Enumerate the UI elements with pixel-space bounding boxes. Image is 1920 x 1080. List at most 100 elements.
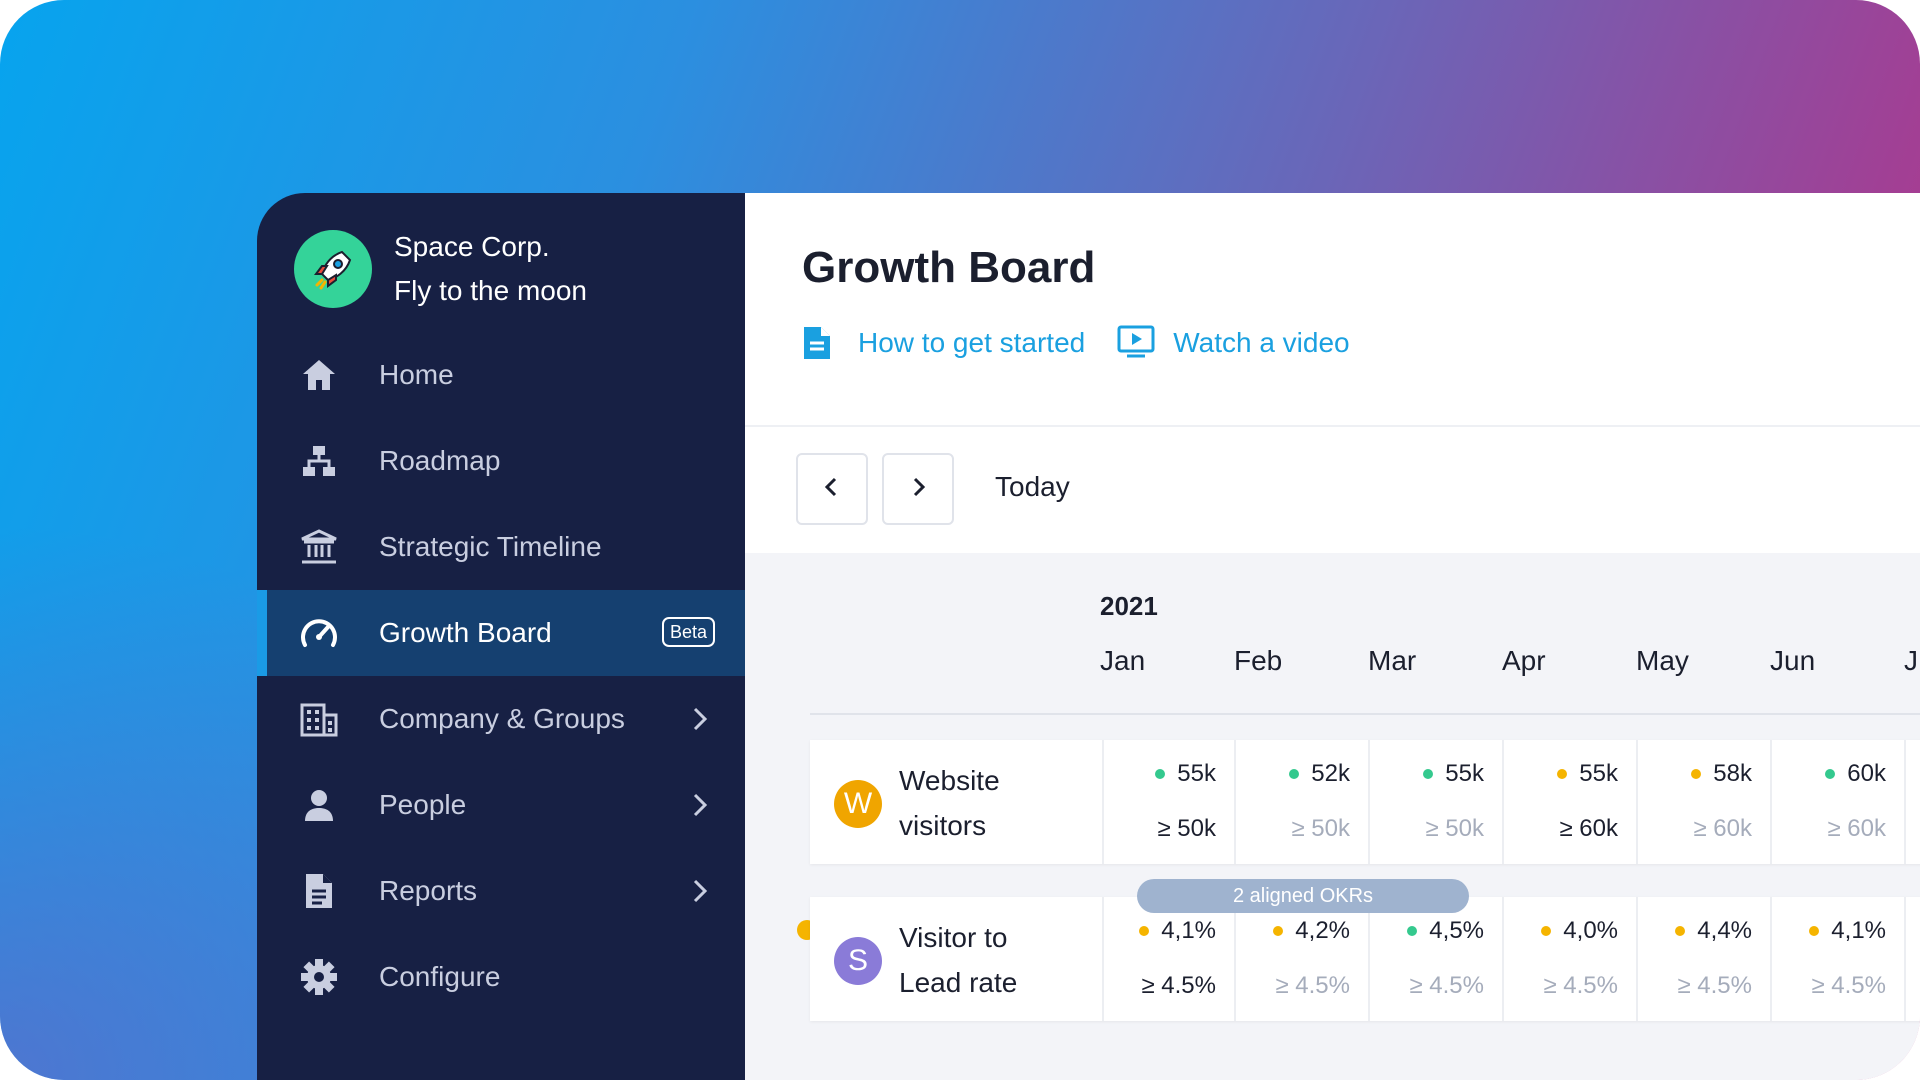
metric-label: Website visitors: [899, 765, 1000, 841]
previous-button[interactable]: [796, 453, 868, 525]
sidebar-item-company-groups[interactable]: Company & Groups: [257, 676, 745, 762]
status-dot: [1289, 769, 1300, 779]
status-dot: [1675, 926, 1686, 936]
metric-label: Visitor to Lead rate: [899, 922, 1018, 998]
company-name: Space Corp.: [394, 231, 550, 262]
company-tagline: Fly to the moon: [394, 275, 587, 306]
month-header: Jan Feb Mar Apr May Jun J: [1100, 645, 1920, 685]
metric-value: 4,2%: [1273, 917, 1350, 945]
metric-target: ≥ 4.5%: [1677, 972, 1752, 999]
sidebar-item-configure[interactable]: Configure: [257, 934, 745, 1020]
month-label: J: [1904, 645, 1918, 676]
sidebar-item-label: People: [379, 789, 467, 820]
sidebar-item-label: Growth Board: [379, 617, 552, 648]
growth-board-grid: 2021 Jan Feb Mar Apr May Jun J W W: [745, 553, 1920, 1080]
brand-header[interactable]: Space Corp. Fly to the moon: [257, 193, 745, 308]
status-dot: [1557, 769, 1568, 779]
metric-value: 55k: [1557, 760, 1618, 788]
sidebar-item-home[interactable]: Home: [257, 332, 745, 418]
sidebar: Space Corp. Fly to the moon Home Roadmap: [257, 193, 745, 1080]
header-divider: [810, 713, 1920, 715]
chevron-right-icon: [683, 788, 717, 822]
avatar: S: [834, 937, 882, 985]
building-icon: [299, 699, 339, 739]
sidebar-item-label: Reports: [379, 875, 478, 906]
page-header: Growth Board How to get started Watch a …: [745, 193, 1920, 427]
status-dot: [1691, 769, 1702, 779]
main-content: Growth Board How to get started Watch a …: [745, 193, 1920, 1080]
metric-value: 55k: [1423, 760, 1484, 788]
month-label: Jun: [1770, 645, 1816, 676]
video-icon: [1117, 325, 1155, 361]
speedometer-icon: [299, 613, 339, 653]
status-dot: [1273, 926, 1284, 936]
sidebar-item-strategic-timeline[interactable]: Strategic Timeline: [257, 504, 745, 590]
metric-cell[interactable]: 4,1% ≥ 4.5%: [1772, 897, 1906, 1021]
status-dot: [1423, 769, 1434, 779]
metric-cell[interactable]: 55k ≥ 50k: [1102, 740, 1236, 864]
watch-a-video-link[interactable]: Watch a video: [1117, 325, 1350, 361]
sidebar-item-reports[interactable]: Reports: [257, 848, 745, 934]
status-dot: [1825, 769, 1836, 779]
metric-cell[interactable]: 60k ≥ 60k: [1772, 740, 1906, 864]
chevron-right-icon: [683, 874, 717, 908]
month-label: Mar: [1368, 645, 1417, 676]
aligned-okrs-badge[interactable]: 2 aligned OKRs: [1137, 879, 1469, 913]
metric-row[interactable]: W Website visitors 55k ≥ 50k 52k ≥ 50k 55k ≥ …: [810, 740, 1920, 864]
chevron-right-icon: [906, 475, 930, 504]
beta-badge: Beta: [661, 617, 715, 647]
metric-value: 4,1%: [1139, 917, 1216, 945]
app-window: Space Corp. Fly to the moon Home Roadmap: [257, 193, 1920, 1080]
chevron-left-icon: [820, 475, 844, 504]
metric-target: ≥ 60k: [1693, 815, 1752, 842]
sidebar-item-label: Configure: [379, 961, 501, 992]
metric-cell[interactable]: 55k ≥ 50k: [1370, 740, 1504, 864]
month-label: Feb: [1234, 645, 1283, 676]
rocket-icon: [294, 230, 372, 308]
home-icon: [299, 355, 339, 395]
metric-value: 58k: [1691, 760, 1752, 788]
year-label: 2021: [1100, 591, 1158, 621]
metric-cell[interactable]: 4,1% ≥ 4.5%: [1102, 897, 1236, 1021]
metric-cell[interactable]: 4,0% ≥ 4.5%: [1504, 897, 1638, 1021]
metric-cell[interactable]: 52k ≥ 50k: [1236, 740, 1370, 864]
metric-name-cell: W Website visitors: [810, 740, 1104, 864]
metric-row[interactable]: S Visitor to Lead rate 4,1% ≥ 4.5% 4,2% ≥ 4…: [810, 897, 1920, 1021]
metric-value: 4,4%: [1675, 917, 1752, 945]
metric-target: ≥ 60k: [1559, 815, 1618, 842]
metric-target: ≥ 50k: [1157, 815, 1216, 842]
metric-value: 4,1%: [1809, 917, 1886, 945]
sidebar-item-label: Home: [379, 359, 454, 390]
institution-icon: [299, 527, 339, 567]
month-label: May: [1636, 645, 1689, 676]
sidebar-item-roadmap[interactable]: Roadmap: [257, 418, 745, 504]
metric-cell[interactable]: 58k ≥ 60k: [1638, 740, 1772, 864]
status-dot: [1541, 926, 1552, 936]
metric-cell[interactable]: 4,4% ≥ 4.5%: [1638, 897, 1772, 1021]
month-label: Apr: [1502, 645, 1546, 676]
status-dot: [1809, 926, 1820, 936]
metric-target: ≥ 4.5%: [1275, 972, 1350, 999]
metric-cell[interactable]: 4,5% ≥ 4.5%: [1370, 897, 1504, 1021]
metric-target: ≥ 4.5%: [1811, 972, 1886, 999]
sidebar-item-label: Company & Groups: [379, 703, 625, 734]
metric-cell[interactable]: 4,2% ≥ 4.5%: [1236, 897, 1370, 1021]
help-links: How to get started Watch a video: [802, 325, 1350, 361]
person-icon: [299, 785, 339, 825]
metric-target: ≥ 60k: [1827, 815, 1886, 842]
sidebar-item-people[interactable]: People: [257, 762, 745, 848]
sidebar-nav: Home Roadmap Strategic Timeline: [257, 332, 745, 1020]
sidebar-item-growth-board[interactable]: Growth Board Beta: [257, 590, 745, 676]
next-button[interactable]: [882, 453, 954, 525]
metric-value: 4,0%: [1541, 917, 1618, 945]
gear-icon: [299, 957, 339, 997]
how-to-get-started-link[interactable]: How to get started: [802, 325, 1085, 361]
metric-name-cell: S Visitor to Lead rate: [810, 897, 1104, 1021]
date-toolbar: Today: [745, 427, 1920, 555]
today-button[interactable]: Today: [995, 471, 1070, 502]
metric-value: 4,5%: [1407, 917, 1484, 945]
document-icon: [299, 871, 339, 911]
metric-target: ≥ 4.5%: [1409, 972, 1484, 999]
metric-cell[interactable]: 55k ≥ 60k: [1504, 740, 1638, 864]
page-title: Growth Board: [802, 243, 1096, 292]
